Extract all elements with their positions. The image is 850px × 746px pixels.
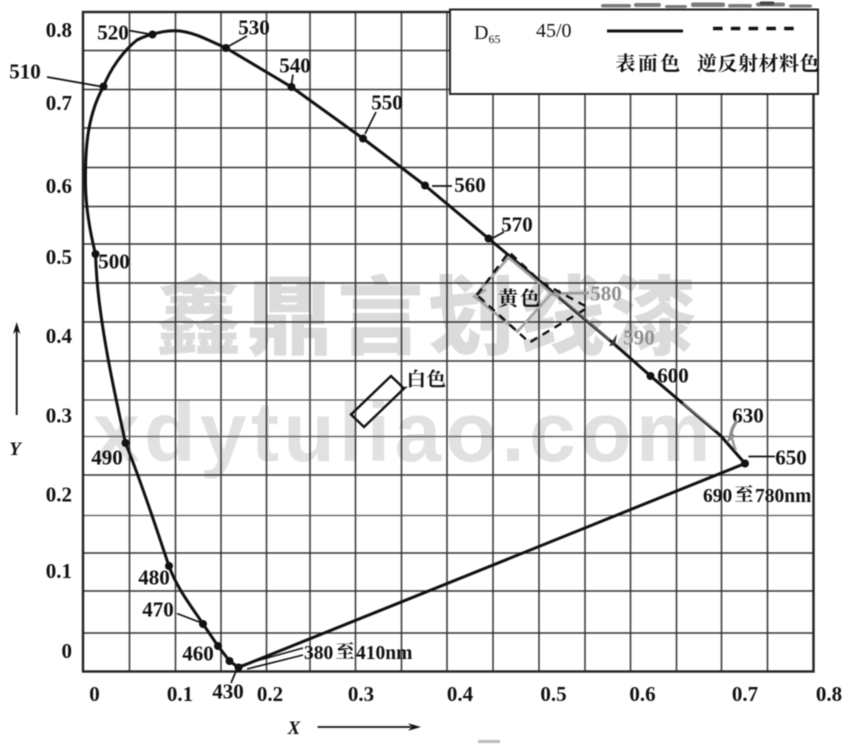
svg-text:430: 430 [212,680,244,704]
svg-text:Y: Y [9,439,23,460]
svg-text:0: 0 [89,682,100,706]
svg-text:580: 580 [590,282,622,306]
svg-text:630: 630 [732,404,764,428]
svg-text:550: 550 [371,91,403,115]
svg-text:530: 530 [238,16,270,40]
svg-text:650: 650 [775,446,807,470]
svg-text:0.2: 0.2 [257,682,283,706]
svg-text:0: 0 [62,639,73,663]
svg-text:560: 560 [454,173,486,197]
svg-text:0.2: 0.2 [46,483,72,507]
svg-text:780nm: 780nm [755,486,811,507]
svg-text:410nm: 410nm [356,643,412,664]
svg-text:500: 500 [98,250,130,274]
svg-text:0.8: 0.8 [816,682,842,706]
svg-text:0.3: 0.3 [348,682,374,706]
svg-text:0.7: 0.7 [46,91,72,115]
svg-text:570: 570 [501,213,533,237]
svg-text:0.3: 0.3 [46,404,72,428]
svg-text:0.1: 0.1 [167,682,193,706]
svg-text:600: 600 [657,364,689,388]
svg-text:0.6: 0.6 [629,682,655,706]
svg-text:690: 690 [703,486,732,507]
svg-text:380: 380 [304,643,333,664]
svg-text:0.6: 0.6 [46,174,72,198]
svg-text:590: 590 [623,326,655,350]
svg-text:520: 520 [97,21,129,45]
svg-text:X: X [287,718,302,739]
svg-text:460: 460 [182,642,214,666]
svg-text:0.8: 0.8 [46,18,72,42]
svg-text:0.7: 0.7 [732,682,758,706]
svg-text:xdytuliao.com: xdytuliao.com [93,385,715,479]
svg-text:0.4: 0.4 [46,324,73,348]
svg-text:470: 470 [142,598,174,622]
svg-text:510: 510 [9,60,41,84]
svg-text:0.1: 0.1 [46,559,72,583]
svg-text:0.4: 0.4 [447,682,474,706]
svg-text:45/0: 45/0 [536,20,572,42]
svg-text:480: 480 [138,566,170,590]
svg-text:490: 490 [91,446,123,470]
svg-text:0.5: 0.5 [46,245,72,269]
svg-text:0.5: 0.5 [540,682,566,706]
svg-text:540: 540 [279,54,311,78]
